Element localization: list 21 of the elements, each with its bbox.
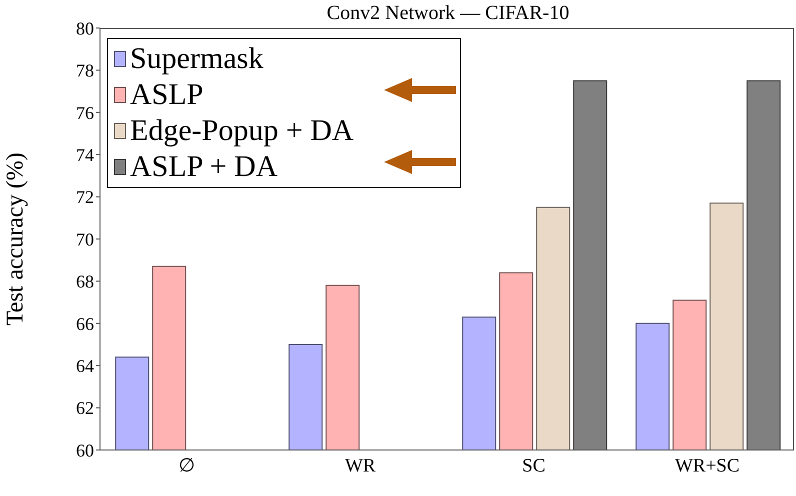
y-tick-label: 70 [76,229,94,250]
y-tick-label: 74 [76,144,94,165]
legend-label: ASLP + DA [130,149,278,185]
y-tick-label: 80 [76,18,94,38]
y-tick-label: 72 [76,187,94,208]
legend-label: ASLP [130,77,204,113]
legend-label: Supermask [130,41,264,77]
y-tick-label: 68 [76,272,94,292]
x-tick-label: WR [344,455,376,476]
y-tick-label: 64 [76,356,94,376]
x-tick-label: WR+SC [674,455,740,476]
x-tick-label: SC [522,455,546,476]
y-tick-label: 60 [76,440,94,460]
chart-title: Conv2 Network — CIFAR-10 [326,2,570,24]
x-tick-label: ∅ [178,455,196,476]
y-tick-label: 76 [76,102,94,123]
y-axis-title: Test accuracy (%) [2,152,29,326]
legend-label: Edge-Popup + DA [130,113,354,149]
y-tick-label: 78 [76,60,94,81]
y-tick-label: 66 [76,314,94,334]
y-tick-label: 62 [76,398,94,418]
